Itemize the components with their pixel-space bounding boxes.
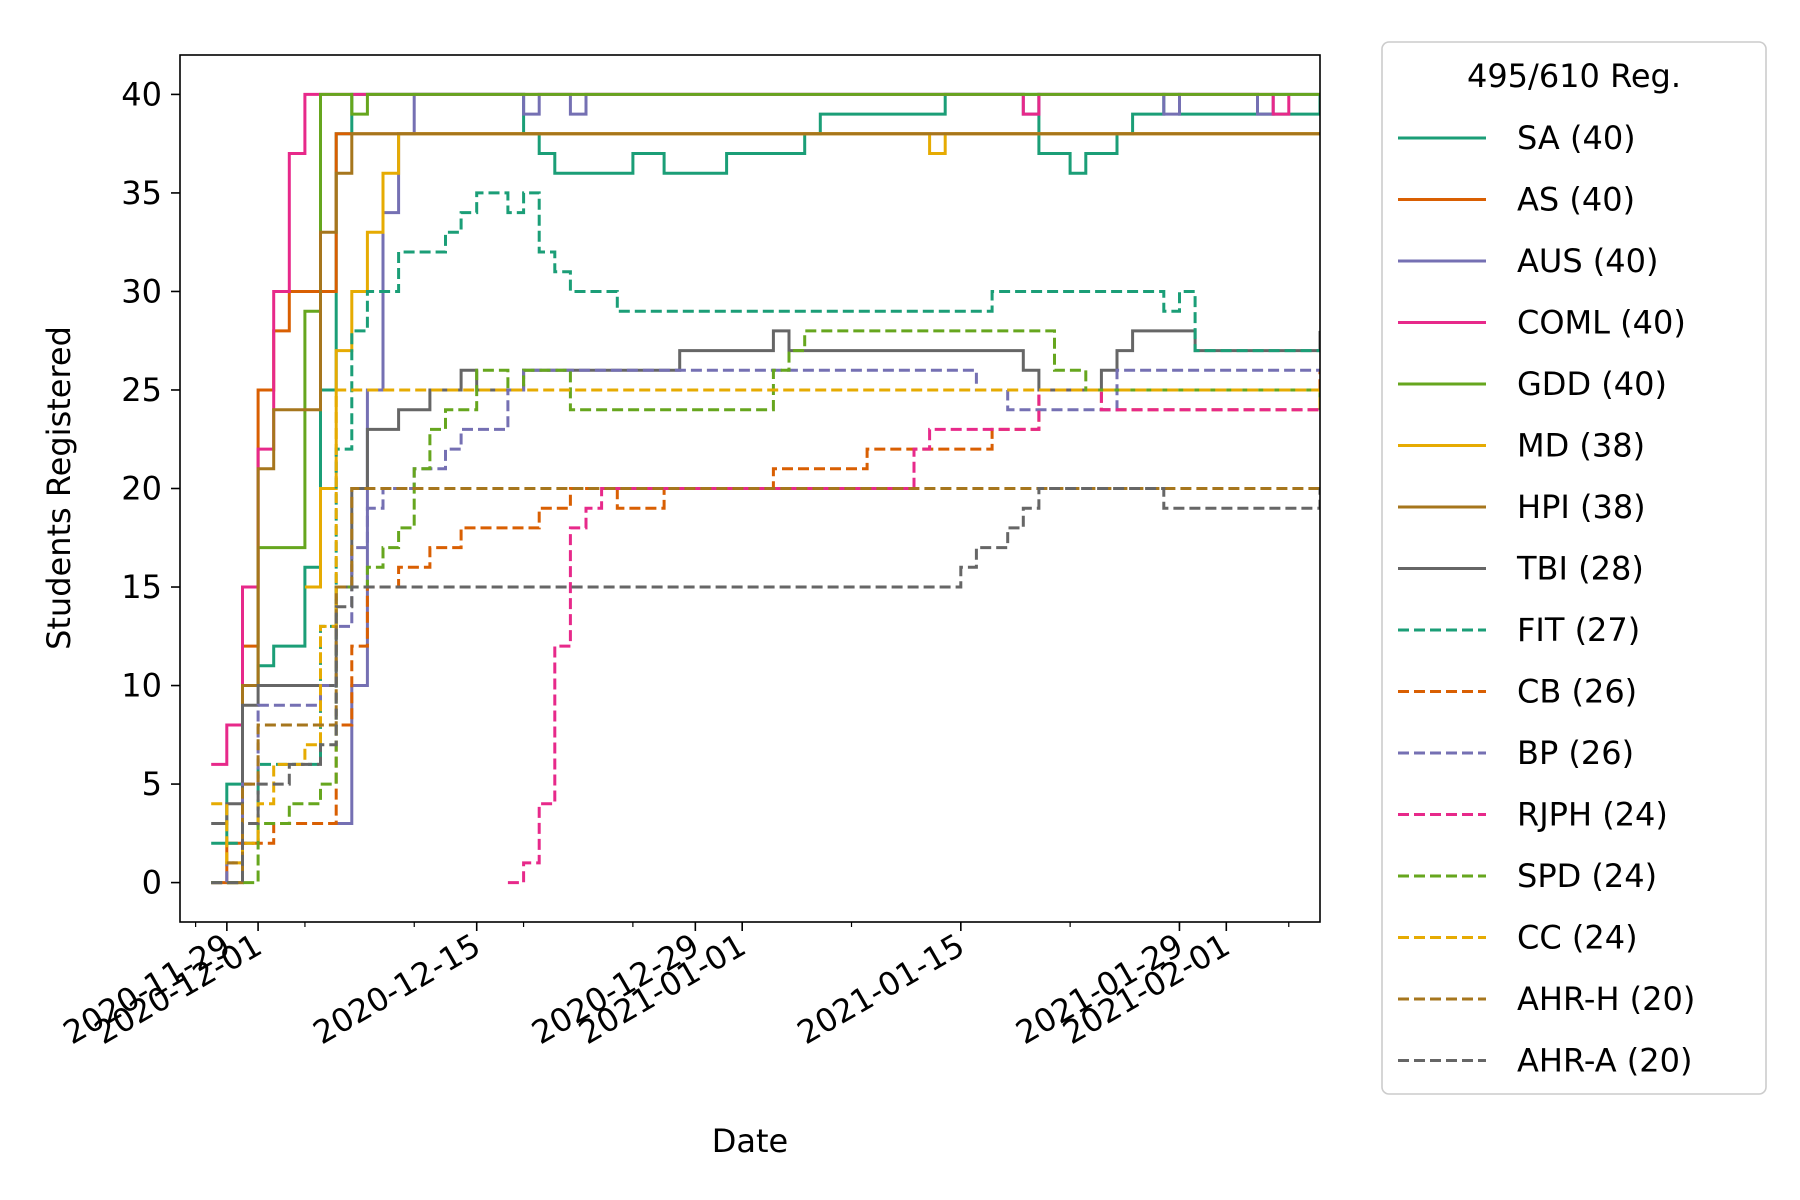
series-line-14 <box>226 487 1320 865</box>
series-line-0 <box>211 92 1320 845</box>
y-tick-label: 0 <box>142 864 162 902</box>
legend-label: MD (38) <box>1517 427 1645 465</box>
y-tick-label: 10 <box>121 667 162 705</box>
series-line-10 <box>211 368 1320 885</box>
y-tick-label: 25 <box>121 371 162 409</box>
y-tick-label: 35 <box>121 174 162 212</box>
legend-label: AS (40) <box>1517 181 1635 219</box>
legend-label: AHR-A (20) <box>1517 1042 1692 1080</box>
series-line-13 <box>211 388 1320 865</box>
series-line-11 <box>507 388 1320 885</box>
legend-label: GDD (40) <box>1517 365 1667 403</box>
legend: 495/610 Reg. SA (40) AS (40) AUS (40) COML … <box>1381 41 1767 1095</box>
series-line-1 <box>211 132 1320 885</box>
legend-label: HPI (38) <box>1517 488 1646 526</box>
y-axis: 0 5 10 15 20 25 30 35 40 <box>121 75 180 902</box>
series-line-5 <box>304 132 1320 589</box>
legend-label: BP (26) <box>1517 734 1634 772</box>
series-line-2 <box>336 92 1320 825</box>
legend-label: COML (40) <box>1517 304 1686 342</box>
legend-title: 495/610 Reg. <box>1467 57 1681 95</box>
series-line-7 <box>211 329 1320 825</box>
y-tick-label: 15 <box>121 568 162 606</box>
series-layer <box>211 92 1320 885</box>
series-line-9 <box>211 370 1320 885</box>
y-tick-label: 40 <box>121 75 162 113</box>
x-axis-label: Date <box>712 1122 788 1160</box>
legend-label: CC (24) <box>1517 919 1638 957</box>
series-line-12 <box>211 329 1320 885</box>
series-line-6 <box>226 132 1320 885</box>
legend-label: SA (40) <box>1517 119 1636 157</box>
legend-frame <box>1381 41 1767 1095</box>
legend-label: TBI (28) <box>1516 550 1644 588</box>
y-axis-label: Students Registered <box>40 326 78 650</box>
legend-label: FIT (27) <box>1517 611 1640 649</box>
legend-label: RJPH (24) <box>1517 796 1668 834</box>
legend-label: AUS (40) <box>1517 242 1658 280</box>
y-tick-label: 30 <box>121 272 162 310</box>
y-tick-label: 20 <box>121 470 162 508</box>
series-line-8 <box>226 191 1320 845</box>
legend-label: CB (26) <box>1517 673 1637 711</box>
x-tick-label: 2020-12-15 <box>307 926 487 1052</box>
x-tick-label: 2021-01-15 <box>791 926 971 1052</box>
legend-label: SPD (24) <box>1517 857 1657 895</box>
series-line-15 <box>211 487 1320 885</box>
y-tick-label: 5 <box>142 765 162 803</box>
legend-label: AHR-H (20) <box>1517 980 1695 1018</box>
